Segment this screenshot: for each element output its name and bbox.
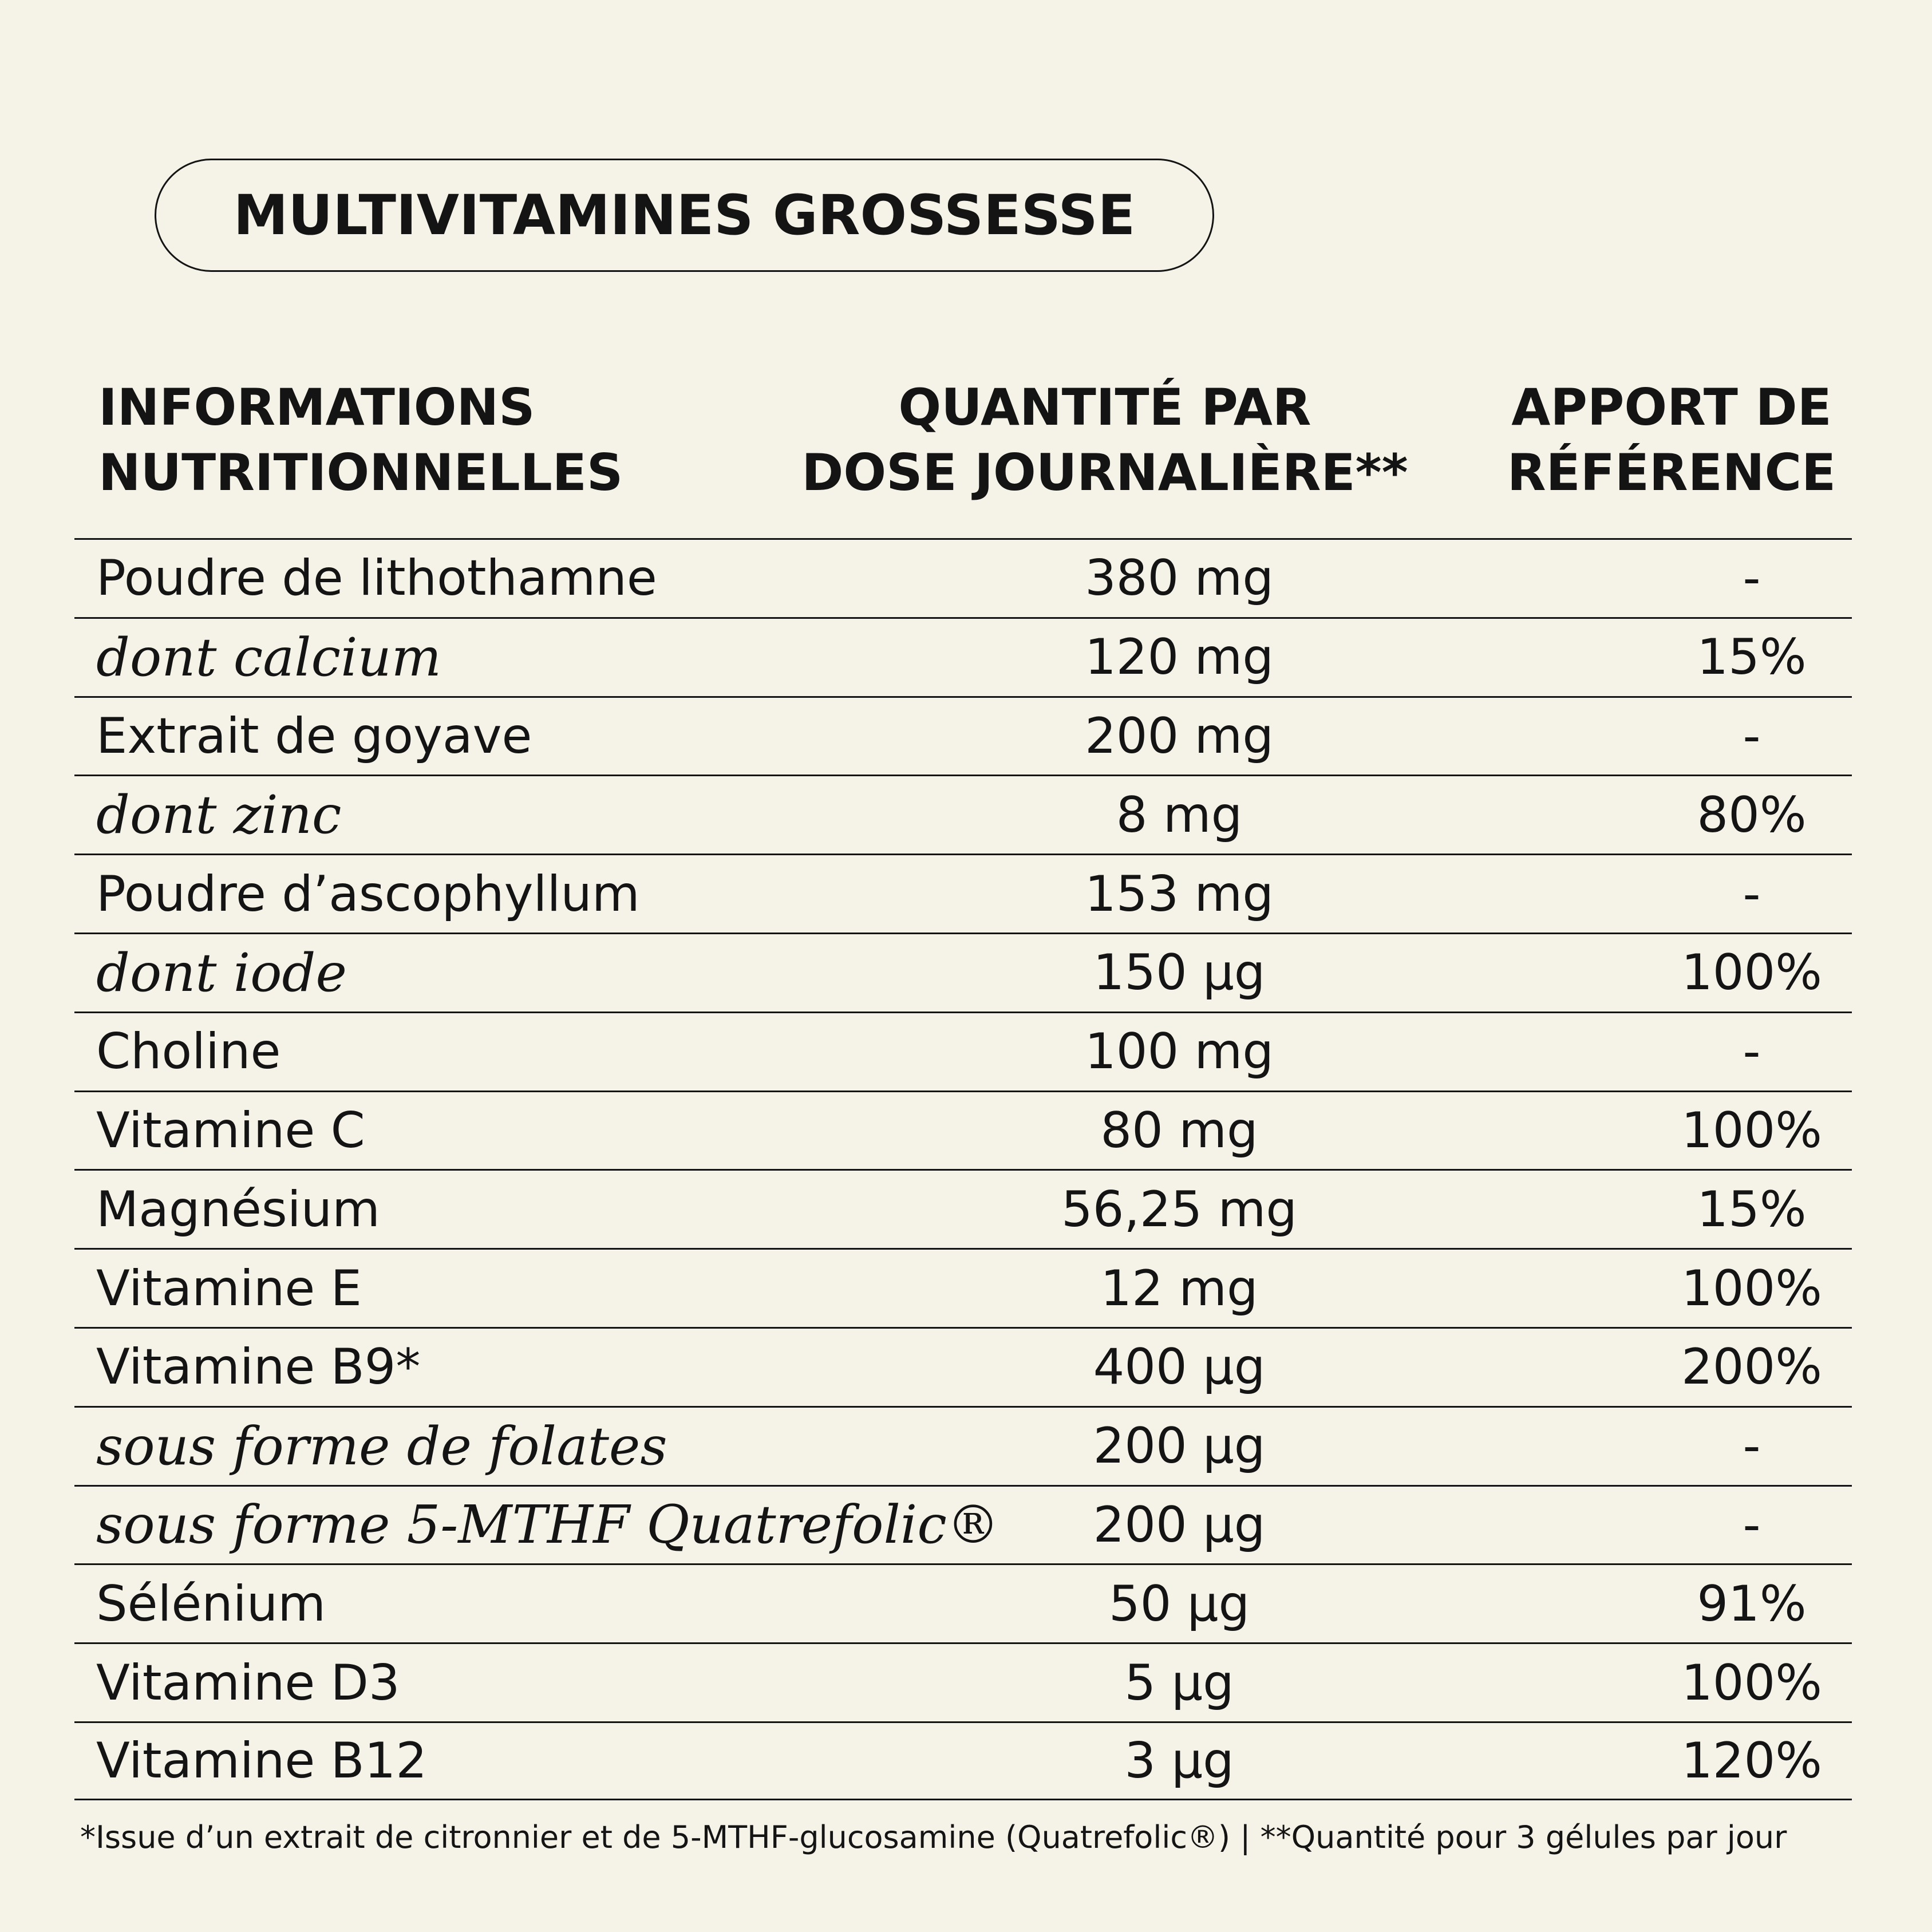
table-row: Choline 100 mg - <box>74 1011 1852 1091</box>
nutrient-quantity: 8 mg <box>1116 786 1243 844</box>
nutrient-quantity: 50 µg <box>1108 1575 1250 1633</box>
nutrient-name: Vitamine E <box>96 1259 362 1317</box>
nutrient-quantity: 12 mg <box>1100 1259 1258 1317</box>
table-row: Magnésium 56,25 mg 15% <box>74 1169 1852 1248</box>
nutrient-name: Vitamine C <box>96 1101 365 1159</box>
nutrient-name: Vitamine B12 <box>96 1732 428 1789</box>
nutrient-quantity: 80 mg <box>1100 1101 1258 1159</box>
table-row: sous forme 5-MTHF Quatrefolic® 200 µg - <box>74 1484 1852 1564</box>
nutrient-quantity: 120 mg <box>1085 629 1274 686</box>
table-row: Poudre de lithothamne 380 mg - <box>74 538 1852 617</box>
nutrient-quantity: 56,25 mg <box>1061 1180 1297 1238</box>
table-row: dont calcium 120 mg 15% <box>74 617 1852 696</box>
nutrient-reference: - <box>1743 550 1761 607</box>
nutrient-reference: 120% <box>1681 1732 1822 1789</box>
page-title: MULTIVITAMINES GROSSESSE <box>233 183 1136 247</box>
nutrient-quantity: 200 mg <box>1085 707 1274 765</box>
table-row: Vitamine E 12 mg 100% <box>74 1248 1852 1327</box>
table-row: Sélénium 50 µg 91% <box>74 1563 1852 1642</box>
table-row: Vitamine B9* 400 µg 200% <box>74 1326 1852 1406</box>
nutrient-reference: 100% <box>1681 1101 1822 1159</box>
nutrient-name: Choline <box>96 1023 281 1081</box>
nutrient-quantity: 5 µg <box>1124 1654 1234 1712</box>
header-nutrition-info: INFORMATIONS NUTRITIONNELLES <box>98 375 623 505</box>
nutrient-name: Poudre d’ascophyllum <box>96 865 640 923</box>
nutrient-quantity: 200 µg <box>1093 1417 1266 1475</box>
nutrient-name: dont iode <box>96 942 347 1003</box>
nutrient-reference: 15% <box>1697 1180 1807 1238</box>
nutrient-name: Magnésium <box>96 1180 380 1238</box>
nutrient-reference: 15% <box>1697 629 1807 686</box>
nutrient-reference: - <box>1743 1496 1761 1554</box>
nutrient-name: Vitamine D3 <box>96 1654 400 1712</box>
nutrient-quantity: 100 mg <box>1085 1023 1274 1081</box>
footnote: *Issue d’un extrait de citronnier et de … <box>80 1819 1787 1855</box>
header-ref-line2: RÉFÉRENCE <box>1507 443 1836 502</box>
nutrition-table: Poudre de lithothamne 380 mg - dont calc… <box>74 538 1852 1800</box>
header-qty-line2: DOSE JOURNALIÈRE** <box>801 443 1408 502</box>
nutrient-reference: - <box>1743 1023 1761 1081</box>
header-info-line2: NUTRITIONNELLES <box>98 443 623 502</box>
header-info-line1: INFORMATIONS <box>98 378 535 437</box>
table-row: Vitamine C 80 mg 100% <box>74 1090 1852 1170</box>
table-row: sous forme de folates 200 µg - <box>74 1405 1852 1485</box>
nutrient-name: sous forme de folates <box>96 1415 667 1477</box>
nutrient-name: Sélénium <box>96 1575 326 1633</box>
table-row: Vitamine D3 5 µg 100% <box>74 1642 1852 1721</box>
nutrient-quantity: 380 mg <box>1085 550 1274 607</box>
nutrient-quantity: 153 mg <box>1085 865 1274 923</box>
nutrient-reference: 100% <box>1681 944 1822 1002</box>
nutrient-reference: - <box>1743 707 1761 765</box>
table-row: Vitamine B12 3 µg 120% <box>74 1721 1852 1800</box>
nutrient-reference: 100% <box>1681 1654 1822 1712</box>
header-ref-line1: APPORT DE <box>1511 378 1832 437</box>
nutrient-quantity: 400 µg <box>1093 1338 1266 1396</box>
nutrient-reference: 91% <box>1697 1575 1807 1633</box>
header-reference-intake: APPORT DE RÉFÉRENCE <box>1465 375 1878 505</box>
header-qty-line1: QUANTITÉ PAR <box>898 378 1311 437</box>
nutrient-name: Extrait de goyave <box>96 707 532 765</box>
nutrient-quantity: 200 µg <box>1093 1496 1266 1554</box>
nutrient-reference: 200% <box>1681 1338 1822 1396</box>
nutrient-reference: - <box>1743 1417 1761 1475</box>
title-badge: MULTIVITAMINES GROSSESSE <box>155 159 1214 272</box>
table-row: dont zinc 8 mg 80% <box>74 775 1852 854</box>
table-row: Extrait de goyave 200 mg - <box>74 696 1852 775</box>
nutrient-name: sous forme 5-MTHF Quatrefolic® <box>96 1494 999 1556</box>
nutrient-name: Poudre de lithothamne <box>96 550 657 607</box>
nutrient-reference: 100% <box>1681 1259 1822 1317</box>
nutrient-quantity: 150 µg <box>1093 944 1266 1002</box>
nutrient-reference: 80% <box>1697 786 1807 844</box>
table-row: dont iode 150 µg 100% <box>74 932 1852 1012</box>
nutrient-name: dont zinc <box>96 784 342 846</box>
header-daily-quantity: QUANTITÉ PAR DOSE JOURNALIÈRE** <box>784 375 1425 505</box>
nutrient-quantity: 3 µg <box>1124 1732 1234 1789</box>
table-row: Poudre d’ascophyllum 153 mg - <box>74 854 1852 933</box>
nutrient-name: dont calcium <box>96 626 441 688</box>
nutrient-name: Vitamine B9* <box>96 1338 421 1396</box>
nutrient-reference: - <box>1743 865 1761 923</box>
